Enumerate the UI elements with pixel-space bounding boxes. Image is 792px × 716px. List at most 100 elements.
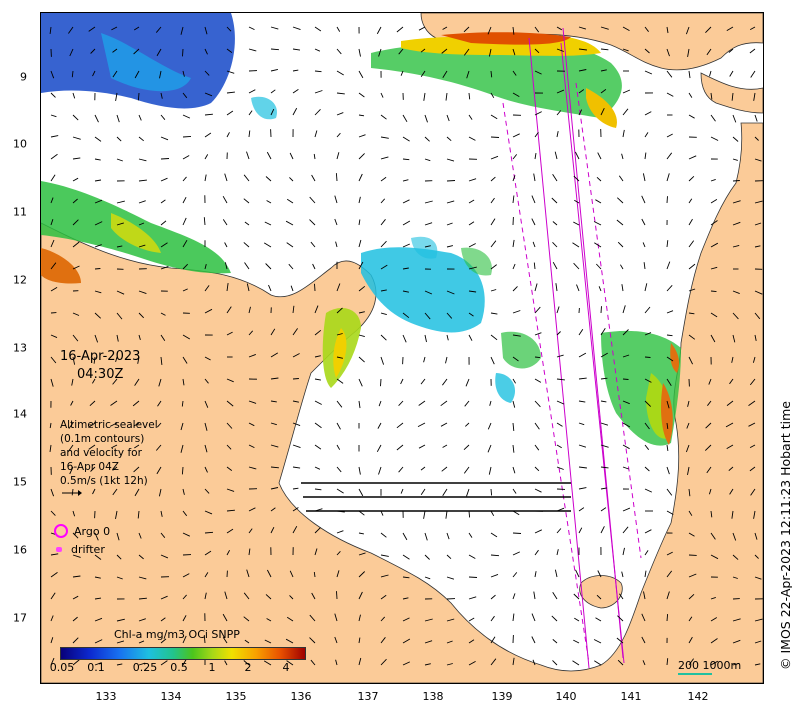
velocity-arrow [133,26,140,31]
time-text: 04:30Z [77,367,124,382]
velocity-arrow [266,569,272,578]
velocity-arrow [705,26,712,34]
velocity-arrow [376,26,382,35]
velocity-arrow [644,466,650,472]
velocity-arrow [358,657,362,666]
velocity-arrow [490,334,498,341]
velocity-arrow [512,657,515,666]
velocity-arrow [666,466,670,475]
velocity-arrow [442,488,448,496]
alt-line-3: and velocity for [60,447,142,459]
velocity-arrow [380,554,389,557]
velocity-arrow [292,422,301,427]
velocity-arrow [155,26,162,33]
velocity-arrow [380,334,387,341]
velocity-arrow [313,571,316,578]
velocity-arrow [289,152,294,160]
velocity-arrow [134,444,140,449]
velocity-arrow [446,200,455,204]
velocity-arrow [380,240,387,248]
velocity-arrow [314,90,323,94]
velocity-arrow [226,306,232,314]
velocity-arrow [309,196,316,204]
velocity-arrow [490,488,493,496]
velocity-arrow [573,221,580,226]
velocity-arrow [398,400,404,407]
velocity-arrow [688,658,694,666]
velocity-arrow [116,618,125,622]
velocity-arrow [402,220,411,226]
velocity-arrow [533,591,536,600]
velocity-arrow [556,331,561,336]
legend-argo: Argo 0 [54,524,110,538]
velocity-arrow [226,444,232,450]
velocity-arrow [402,179,409,182]
velocity-arrow [754,158,762,162]
velocity-arrow [160,158,170,160]
velocity-arrow [534,422,540,430]
velocity-arrow [666,173,670,182]
velocity-arrow [358,239,362,248]
velocity-arrow [244,221,250,226]
velocity-arrow [313,153,316,160]
velocity-arrow [423,92,426,101]
velocity-arrow [595,263,602,270]
velocity-arrow [314,422,322,429]
velocity-arrow [748,422,756,427]
velocity-arrow [264,639,272,644]
velocity-arrow [160,136,169,141]
velocity-arrow [72,241,80,248]
velocity-arrow [358,591,363,600]
velocity-arrow [49,444,52,452]
y-tick-label: 14 [13,407,27,421]
x-tick-label: 140 [555,690,577,703]
velocity-arrow [468,554,476,559]
velocity-arrow [204,285,210,292]
velocity-arrow [512,356,519,362]
alt-line-2: (0.1m contours) [60,433,145,445]
velocity-arrow [666,422,669,429]
velocity-arrow [688,70,691,79]
velocity-arrow [138,222,145,226]
y-tick-label: 16 [13,543,27,557]
velocity-arrow [160,638,167,644]
velocity-arrow [72,637,79,644]
velocity-arrow [490,70,493,78]
velocity-arrow [50,572,58,578]
velocity-arrow [336,48,342,55]
velocity-arrow [687,400,690,407]
velocity-arrow [420,48,426,53]
velocity-arrow [160,595,168,600]
velocity-arrow [728,466,734,471]
velocity-arrow [622,305,626,314]
velocity-arrow [468,639,475,644]
velocity-arrow [729,378,734,385]
map-canvas[interactable] [41,13,763,683]
velocity-arrow [336,444,341,450]
velocity-arrow [134,70,140,79]
velocity-arrow [310,659,316,666]
velocity-arrow [622,507,631,512]
velocity-arrow [424,312,431,320]
velocity-arrow [204,92,213,97]
velocity-arrow [292,107,298,116]
velocity-arrow [622,329,629,336]
velocity-arrow [50,510,56,516]
velocity-arrow [726,26,734,31]
velocity-arrow [600,69,607,72]
velocity-arrow [754,334,757,341]
velocity-arrow [248,48,257,52]
velocity-arrow [642,173,646,182]
velocity-arrow [292,353,300,358]
velocity-arrow [160,532,166,538]
velocity-arrow [285,220,294,226]
velocity-arrow [335,241,338,248]
velocity-arrow [160,510,163,517]
velocity-arrow [180,26,184,35]
velocity-arrow [263,660,272,666]
velocity-arrow [487,422,492,430]
velocity-arrow [445,92,448,101]
velocity-arrow [402,158,410,161]
velocity-arrow [112,48,118,53]
velocity-arrow [666,152,673,160]
